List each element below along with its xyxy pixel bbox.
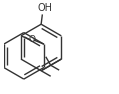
Text: OH: OH (37, 3, 52, 13)
Text: O: O (28, 35, 35, 44)
